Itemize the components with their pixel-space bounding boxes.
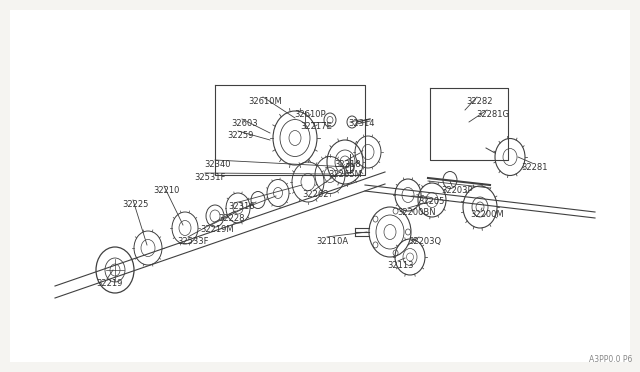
Text: 32210: 32210 bbox=[153, 186, 179, 195]
Text: 32110A: 32110A bbox=[316, 237, 348, 246]
Text: 32219M: 32219M bbox=[200, 225, 234, 234]
Text: 32282: 32282 bbox=[466, 97, 493, 106]
Text: 32610M: 32610M bbox=[248, 97, 282, 106]
Text: 32262: 32262 bbox=[302, 190, 328, 199]
Text: 32259: 32259 bbox=[227, 131, 253, 140]
Text: 32340: 32340 bbox=[204, 160, 230, 169]
Text: 32200BN: 32200BN bbox=[397, 208, 436, 217]
Text: 32228: 32228 bbox=[218, 214, 244, 223]
Text: A3PP0.0 P6: A3PP0.0 P6 bbox=[589, 355, 632, 364]
Text: 32219: 32219 bbox=[96, 279, 122, 288]
Text: 32603: 32603 bbox=[231, 119, 258, 128]
Text: 32531F: 32531F bbox=[194, 173, 225, 182]
Text: 32203P: 32203P bbox=[441, 186, 472, 195]
Text: 32533F: 32533F bbox=[177, 237, 209, 246]
Text: 32281: 32281 bbox=[521, 163, 547, 172]
Text: 32281G: 32281G bbox=[476, 110, 509, 119]
Text: 32314: 32314 bbox=[348, 119, 374, 128]
Text: 32203Q: 32203Q bbox=[408, 237, 441, 246]
Text: 32265M: 32265M bbox=[328, 170, 362, 179]
Text: 32316: 32316 bbox=[228, 202, 255, 211]
Text: 32225: 32225 bbox=[122, 200, 148, 209]
Text: 32217E: 32217E bbox=[300, 122, 332, 131]
Text: 32113: 32113 bbox=[387, 261, 413, 270]
Text: 32205: 32205 bbox=[418, 197, 444, 206]
Text: 32610P: 32610P bbox=[294, 110, 326, 119]
Text: 32318: 32318 bbox=[334, 160, 360, 169]
Text: 32200M: 32200M bbox=[470, 210, 504, 219]
